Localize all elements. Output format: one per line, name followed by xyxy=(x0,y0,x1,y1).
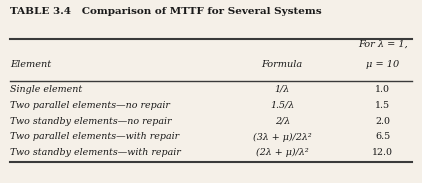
Text: Two standby elements—no repair: Two standby elements—no repair xyxy=(10,117,171,126)
Text: (3λ + μ)/2λ²: (3λ + μ)/2λ² xyxy=(253,132,311,142)
Text: 1/λ: 1/λ xyxy=(275,85,290,94)
Text: 1.0: 1.0 xyxy=(376,85,390,94)
Text: TABLE 3.4   Comparison of MTTF for Several Systems: TABLE 3.4 Comparison of MTTF for Several… xyxy=(10,7,322,16)
Text: (2λ + μ)/λ²: (2λ + μ)/λ² xyxy=(256,148,308,157)
Text: 1.5: 1.5 xyxy=(375,101,390,110)
Text: 1.5/λ: 1.5/λ xyxy=(270,101,295,110)
Text: Single element: Single element xyxy=(10,85,82,94)
Text: 12.0: 12.0 xyxy=(372,148,393,157)
Text: μ = 10: μ = 10 xyxy=(366,60,400,69)
Text: Element: Element xyxy=(10,60,51,69)
Text: 6.5: 6.5 xyxy=(375,132,390,141)
Text: 2.0: 2.0 xyxy=(376,117,390,126)
Text: Two parallel elements—no repair: Two parallel elements—no repair xyxy=(10,101,170,110)
Text: Two standby elements—with repair: Two standby elements—with repair xyxy=(10,148,181,157)
Text: Two parallel elements—with repair: Two parallel elements—with repair xyxy=(10,132,179,141)
Text: 2/λ: 2/λ xyxy=(275,117,290,126)
Text: For λ = 1,: For λ = 1, xyxy=(358,40,408,49)
Text: Formula: Formula xyxy=(262,60,303,69)
